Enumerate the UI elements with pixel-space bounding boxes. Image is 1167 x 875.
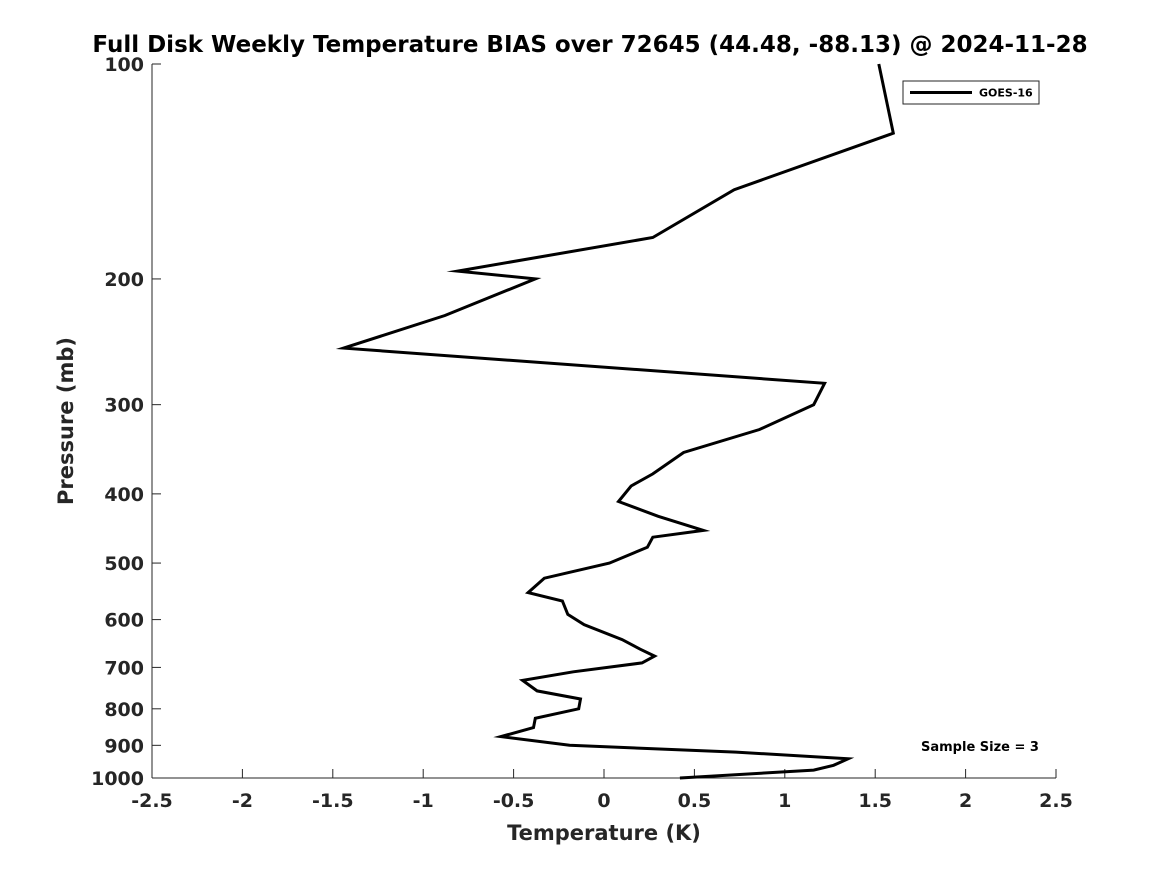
x-tick-label: 2.5	[1039, 790, 1073, 812]
x-tick-label: -0.5	[493, 790, 535, 812]
y-tick-label: 100	[104, 54, 144, 76]
y-tick-label: 500	[104, 553, 144, 575]
y-tick-label: 300	[104, 395, 144, 417]
y-tick-label: 600	[104, 610, 144, 632]
y-tick-label: 200	[104, 269, 144, 291]
x-ticks: -2.5 -2 -1.5 -1 -0.5 0 0.5 1 1.5 2 2.5	[131, 769, 1073, 812]
x-tick-label: -1	[413, 790, 434, 812]
legend-label-goes-16: GOES-16	[979, 87, 1033, 100]
y-tick-label: 900	[104, 735, 144, 757]
x-tick-label: 0	[597, 790, 610, 812]
x-tick-label: -1.5	[312, 790, 354, 812]
x-tick-label: 0.5	[678, 790, 712, 812]
x-axis-label: Temperature (K)	[507, 821, 701, 845]
y-tick-label: 800	[104, 699, 144, 721]
legend: GOES-16	[902, 80, 1040, 105]
series-line-goes-16	[335, 63, 896, 780]
y-axis-label: Pressure (mb)	[54, 337, 78, 505]
y-tick-label: 400	[104, 484, 144, 506]
chart-title: Full Disk Weekly Temperature BIAS over 7…	[92, 32, 1087, 58]
y-tick-label: 1000	[91, 768, 144, 790]
x-tick-label: -2	[232, 790, 253, 812]
x-tick-label: 1	[778, 790, 791, 812]
x-tick-label: 2	[959, 790, 972, 812]
sample-size-annotation: Sample Size = 3	[921, 740, 1039, 755]
y-ticks: 100 200 300 400 500 600 700 800 900 1000	[91, 54, 161, 790]
series-layer	[335, 63, 896, 780]
y-tick-label: 700	[104, 657, 144, 679]
x-tick-label: 1.5	[858, 790, 892, 812]
x-tick-label: -2.5	[131, 790, 173, 812]
